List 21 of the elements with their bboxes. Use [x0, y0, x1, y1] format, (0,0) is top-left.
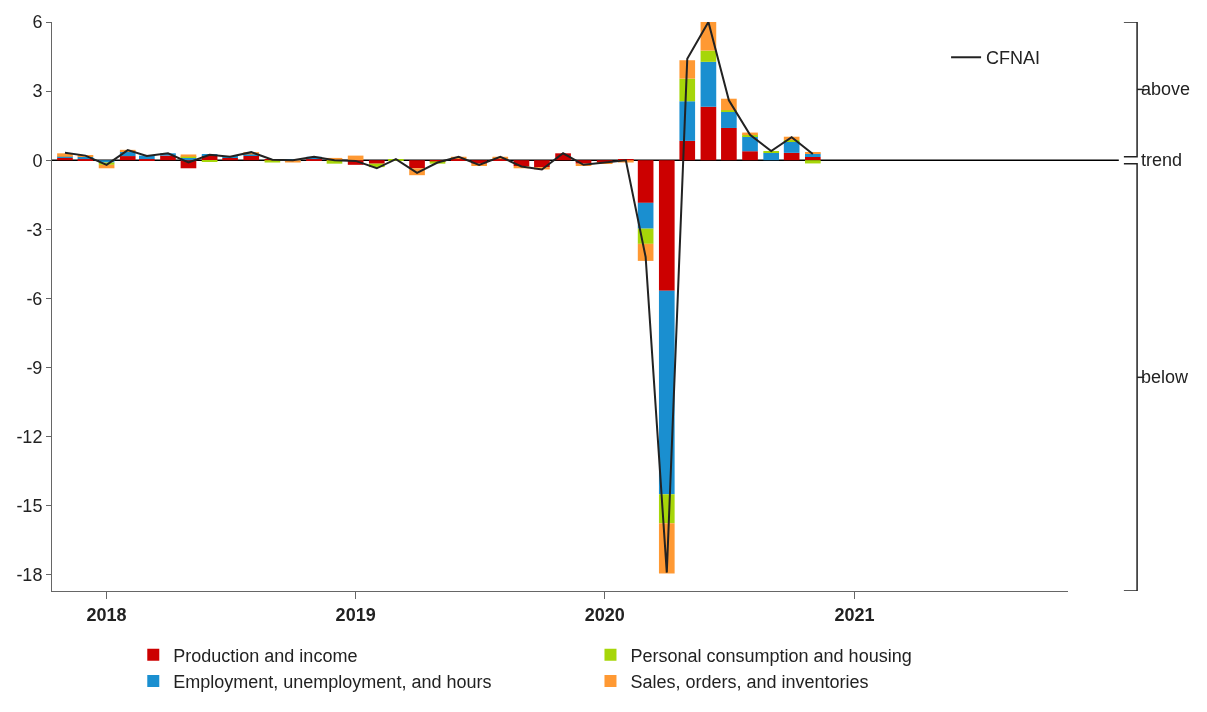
y-tick-label: -6 [26, 288, 43, 309]
ref-line-label: trend [1141, 150, 1183, 170]
legend-label: Sales, orders, and inventories [630, 672, 869, 693]
y-tick-label: 3 [32, 81, 43, 102]
y-tick-label: 6 [32, 12, 43, 33]
text: below [1141, 367, 1190, 387]
legend-label: Employment, unemployment, and hours [173, 672, 492, 693]
x-tick-label: 2019 [335, 604, 376, 625]
y-tick-label: 0 [32, 150, 43, 171]
y-tick-label: -15 [16, 496, 43, 517]
legend-label: Personal consumption and housing [630, 645, 912, 666]
y-tick-label: -18 [16, 565, 43, 586]
y-tick-label: -9 [26, 357, 43, 378]
legend-label: Production and income [173, 645, 358, 666]
legend-label: CFNAI [986, 48, 1041, 69]
x-tick-label: 2021 [834, 604, 875, 625]
x-tick-label: 2018 [86, 604, 127, 625]
y-tick-label: -3 [26, 219, 43, 240]
x-tick-label: 2020 [584, 604, 625, 625]
text: above [1141, 79, 1191, 99]
y-tick-label: -12 [16, 426, 43, 447]
